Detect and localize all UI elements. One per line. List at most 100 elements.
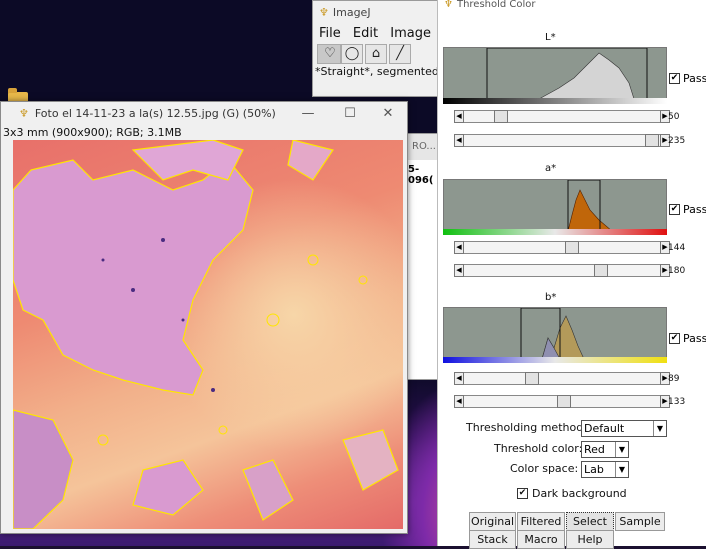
slider-l-min[interactable]: ◀ ▶ bbox=[454, 110, 670, 123]
thresholding-method-value: Default bbox=[584, 422, 625, 435]
slider-right-arrow-icon[interactable]: ▶ bbox=[660, 110, 670, 123]
imagej-microscope-icon: ♆ bbox=[19, 107, 29, 120]
pass-l-check-icon: ✔ bbox=[669, 73, 680, 84]
slider-a-max[interactable]: ◀ ▶ bbox=[454, 264, 670, 277]
color-space-label: Color space: bbox=[510, 462, 579, 475]
slider-right-arrow-icon[interactable]: ▶ bbox=[660, 395, 670, 408]
tissue-lower-mid bbox=[132, 459, 204, 516]
thresholding-method-label: Thresholding method: bbox=[466, 421, 587, 434]
slider-right-arrow-icon[interactable]: ▶ bbox=[660, 372, 670, 385]
pass-checkbox-b[interactable]: ✔ Pass bbox=[669, 332, 706, 345]
menu-file[interactable]: File bbox=[319, 26, 341, 41]
select-button[interactable]: Select bbox=[566, 512, 614, 531]
sample-button[interactable]: Sample bbox=[615, 512, 665, 531]
pass-checkbox-l[interactable]: ✔ Pass bbox=[669, 72, 706, 85]
results-window-value: 5-096( bbox=[408, 164, 434, 186]
oval-tool-icon[interactable]: ◯ bbox=[341, 44, 363, 64]
slider-right-arrow-icon[interactable]: ▶ bbox=[660, 241, 670, 254]
slider-a-max-value: 180 bbox=[668, 266, 686, 276]
image-info: 3x3 mm (900x900); RGB; 3.1MB bbox=[3, 126, 182, 139]
slider-a-min-knob[interactable] bbox=[565, 241, 579, 254]
slider-left-arrow-icon[interactable]: ◀ bbox=[454, 134, 464, 147]
slider-right-arrow-icon[interactable]: ▶ bbox=[660, 134, 670, 147]
macro-button[interactable]: Macro bbox=[517, 530, 565, 549]
slider-l-max[interactable]: ◀ ▶ bbox=[454, 134, 670, 147]
pass-label-a: Pass bbox=[683, 203, 706, 216]
slider-left-arrow-icon[interactable]: ◀ bbox=[454, 395, 464, 408]
image-window-title-bar[interactable]: ♆ Foto el 14-11-23 a la(s) 12.55.jpg (G) … bbox=[1, 102, 407, 126]
channel-label-a: a* bbox=[545, 163, 557, 174]
slider-left-arrow-icon[interactable]: ◀ bbox=[454, 241, 464, 254]
image-window: ♆ Foto el 14-11-23 a la(s) 12.55.jpg (G) … bbox=[0, 101, 408, 534]
dropdown-arrow-icon: ▼ bbox=[615, 442, 628, 457]
tissue-right-small bbox=[342, 429, 399, 491]
tissue-top-right bbox=[287, 140, 334, 181]
freehand-tool-icon[interactable]: ♡ bbox=[317, 44, 341, 64]
original-button[interactable]: Original bbox=[469, 512, 516, 531]
imagej-microscope-icon: ♆ bbox=[319, 6, 329, 19]
dark-background-checkbox[interactable]: ✔ Dark background bbox=[517, 487, 627, 500]
color-space-select[interactable]: Lab ▼ bbox=[581, 461, 629, 478]
slider-b-min[interactable]: ◀ ▶ bbox=[454, 372, 670, 385]
threshold-color-window: ♆ Threshold Color L* ✔ Pass ◀ ▶ 50 ◀ ▶ 235… bbox=[437, 0, 706, 549]
gradient-b bbox=[443, 357, 667, 363]
pass-label-b: Pass bbox=[683, 332, 706, 345]
dark-background-label: Dark background bbox=[532, 487, 627, 500]
filtered-button[interactable]: Filtered bbox=[517, 512, 565, 531]
slider-l-min-knob[interactable] bbox=[494, 110, 508, 123]
minimize-button[interactable]: — bbox=[301, 106, 315, 121]
imagej-title-bar[interactable]: ♆ ImageJ bbox=[313, 1, 453, 25]
gradient-a bbox=[443, 229, 667, 235]
slider-a-min[interactable]: ◀ ▶ bbox=[454, 241, 670, 254]
imagej-microscope-icon: ♆ bbox=[444, 0, 453, 10]
slider-l-max-knob[interactable] bbox=[645, 134, 659, 147]
dark-background-check-icon: ✔ bbox=[517, 488, 528, 499]
channel-label-b: b* bbox=[545, 292, 557, 303]
menu-image[interactable]: Image bbox=[390, 26, 431, 41]
histogram-a bbox=[443, 179, 667, 232]
imagej-title: ImageJ bbox=[332, 6, 371, 19]
pass-label-l: Pass bbox=[683, 72, 706, 85]
pass-checkbox-a[interactable]: ✔ Pass bbox=[669, 203, 706, 216]
threshold-color-value: Red bbox=[584, 443, 605, 456]
tissue-overlay bbox=[13, 140, 403, 529]
slider-b-max[interactable]: ◀ ▶ bbox=[454, 395, 670, 408]
slider-left-arrow-icon[interactable]: ◀ bbox=[454, 372, 464, 385]
polygon-tool-icon[interactable]: ⌂ bbox=[365, 44, 387, 64]
pink-tissue-upper bbox=[131, 140, 244, 181]
image-window-title: Foto el 14-11-23 a la(s) 12.55.jpg (G) (… bbox=[34, 107, 276, 120]
slider-left-arrow-icon[interactable]: ◀ bbox=[454, 264, 464, 277]
threshold-color-title: Threshold Color bbox=[456, 0, 536, 10]
slider-b-min-value: 89 bbox=[668, 374, 680, 384]
menu-edit[interactable]: Edit bbox=[352, 26, 379, 41]
dropdown-arrow-icon: ▼ bbox=[615, 462, 628, 477]
dropdown-arrow-icon: ▼ bbox=[653, 421, 666, 436]
channel-label-l: L* bbox=[545, 32, 556, 43]
histogram-a-plot bbox=[567, 179, 613, 232]
slider-right-arrow-icon[interactable]: ▶ bbox=[660, 264, 670, 277]
slider-b-max-knob[interactable] bbox=[557, 395, 571, 408]
image-canvas[interactable] bbox=[13, 140, 403, 529]
maximize-button[interactable]: ☐ bbox=[344, 106, 356, 121]
threshold-color-select[interactable]: Red ▼ bbox=[581, 441, 629, 458]
pass-a-check-icon: ✔ bbox=[669, 204, 680, 215]
tissue-lower-left bbox=[13, 409, 74, 529]
imagej-toolbar: ▭ ◯ ⌂ ♡ ╱ bbox=[313, 43, 453, 65]
threshold-color-title-bar[interactable]: ♆ Threshold Color bbox=[438, 0, 706, 14]
imagej-menu-bar: File Edit Image F bbox=[313, 25, 453, 43]
slider-b-min-knob[interactable] bbox=[525, 372, 539, 385]
tissue-lower-right bbox=[242, 459, 294, 521]
slider-a-max-knob[interactable] bbox=[594, 264, 608, 277]
color-space-value: Lab bbox=[584, 463, 604, 476]
line-tool-icon[interactable]: ╱ bbox=[389, 44, 411, 64]
histogram-l-plot bbox=[486, 47, 648, 100]
thresholding-method-select[interactable]: Default ▼ bbox=[581, 420, 667, 437]
histogram-l bbox=[443, 47, 667, 100]
close-button[interactable]: ✕ bbox=[382, 106, 394, 121]
slider-a-min-value: 144 bbox=[668, 243, 686, 253]
stack-button[interactable]: Stack bbox=[469, 530, 516, 549]
slider-left-arrow-icon[interactable]: ◀ bbox=[454, 110, 464, 123]
pass-b-check-icon: ✔ bbox=[669, 333, 680, 344]
gradient-l bbox=[443, 98, 667, 104]
help-button[interactable]: Help bbox=[566, 530, 614, 549]
